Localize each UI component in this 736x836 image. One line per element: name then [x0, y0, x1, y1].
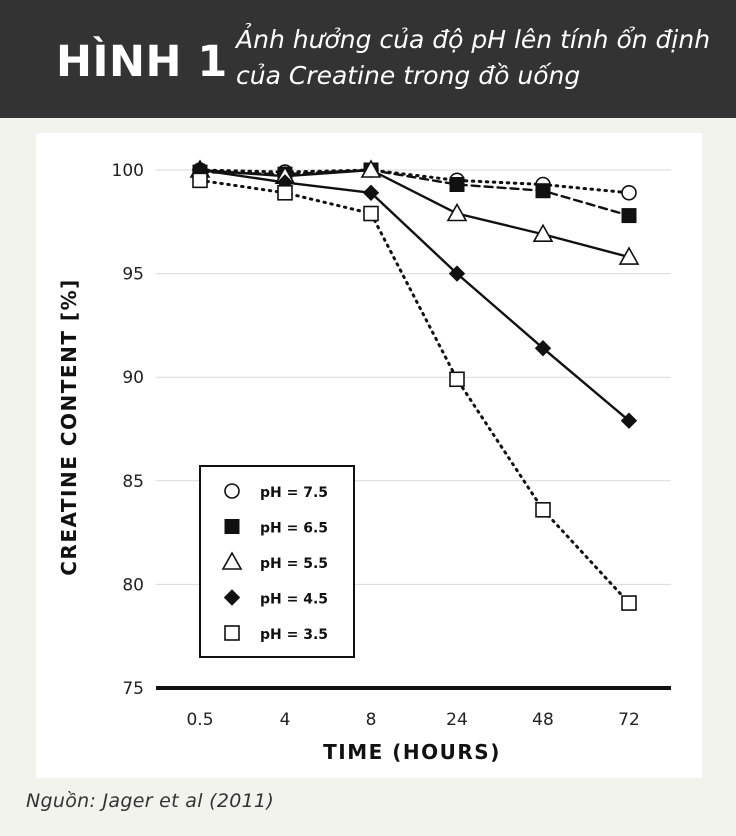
legend-label: pH = 3.5: [260, 627, 328, 643]
data-point: [449, 371, 465, 388]
data-point: [448, 265, 466, 282]
data-point: [535, 502, 551, 518]
legend-label: pH = 4.5: [260, 592, 328, 608]
figure-label: HÌNH 1: [56, 37, 228, 87]
x-axis-title: TIME (HOURS): [323, 740, 501, 764]
series-line-4: [198, 178, 631, 605]
y-tick-label: 95: [122, 265, 144, 285]
data-point: [449, 177, 465, 193]
data-point: [618, 246, 640, 265]
data-point: [535, 183, 551, 199]
legend-box: [199, 465, 355, 658]
x-tick-label: 8: [366, 710, 377, 730]
data-point: [621, 595, 637, 611]
data-point: [620, 412, 638, 429]
legend-marker: [221, 551, 243, 570]
legend-marker: [224, 483, 240, 499]
series-line-1: [198, 168, 631, 217]
figure-title: Ảnh hưởng của độ pH lên tính ổn định của…: [236, 25, 711, 90]
legend-marker: [223, 589, 241, 606]
y-axis-title: CREATINE CONTENT [%]: [57, 278, 81, 576]
y-tick-label: 85: [122, 472, 144, 492]
legend-marker: [224, 625, 240, 641]
x-tick-label: 4: [280, 710, 291, 730]
series-line-0: [198, 168, 631, 195]
y-tick-label: 80: [122, 575, 144, 595]
legend-label: pH = 5.5: [260, 556, 328, 572]
y-tick-label: 75: [122, 679, 144, 699]
x-tick-label: 72: [618, 710, 640, 730]
data-point: [446, 202, 468, 222]
series-line-3: [198, 168, 631, 422]
data-point: [621, 184, 637, 201]
x-tick-label: 0.5: [186, 710, 213, 730]
x-tick-label: 48: [532, 710, 554, 730]
series-line-2: [198, 168, 631, 259]
legend-label: pH = 6.5: [260, 521, 328, 537]
data-point: [192, 172, 208, 189]
data-point: [534, 339, 552, 357]
source-caption: Nguồn: Jager et al (2011): [26, 790, 275, 812]
data-point: [277, 184, 293, 201]
legend-label: pH = 7.5: [260, 485, 328, 501]
data-point: [532, 223, 554, 243]
chart-panel: 100 95 90 85 80 75 0.5 4 8 24 48 72 TIME (HOURS) CREA…: [36, 133, 702, 778]
legend-marker: [224, 519, 240, 534]
y-tick-label: 90: [122, 368, 144, 388]
y-tick-label: 100: [112, 161, 144, 181]
data-point: [363, 205, 379, 222]
data-point: [621, 208, 637, 224]
data-point: [360, 159, 382, 178]
x-tick-label: 24: [446, 710, 468, 730]
figure-header: HÌNH 1 Ảnh hưởng của độ pH lên tính ổn đ…: [0, 0, 736, 118]
data-point: [362, 184, 380, 201]
